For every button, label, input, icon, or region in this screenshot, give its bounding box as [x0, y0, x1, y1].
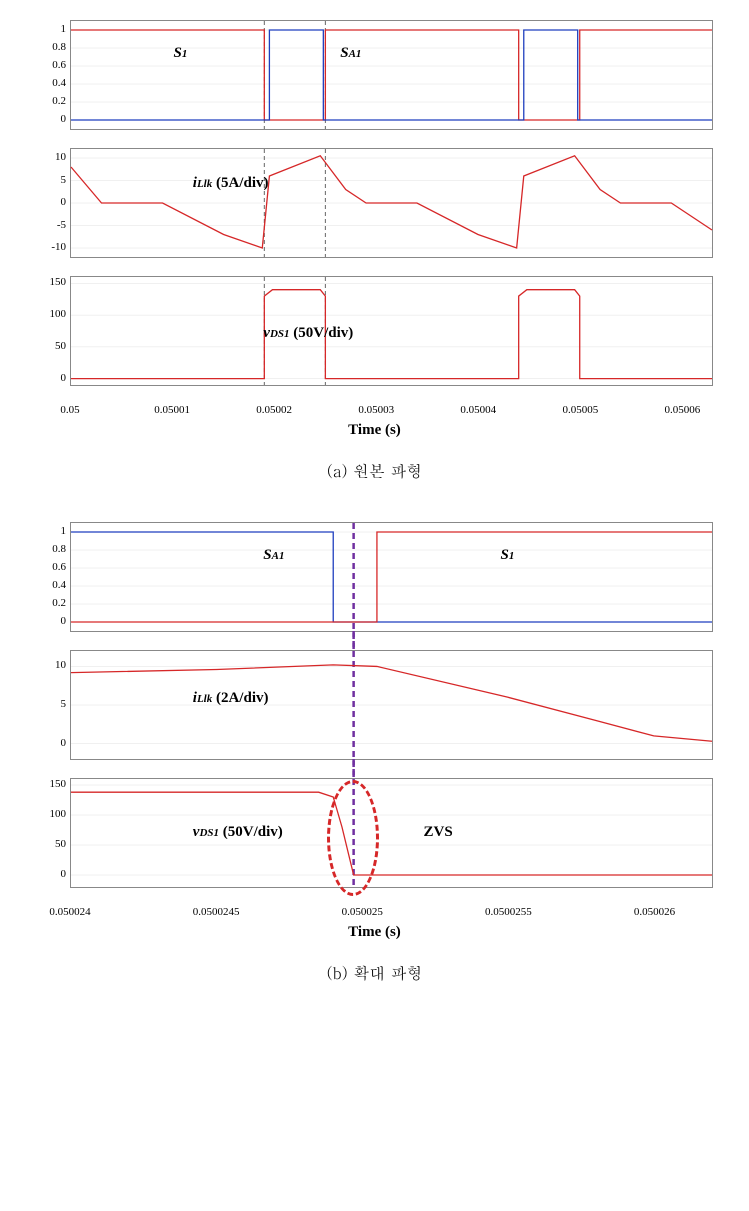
- ytick-label: 0.4: [52, 77, 66, 89]
- ytick-label: 1: [61, 525, 67, 537]
- series-S1: [71, 30, 712, 120]
- ytick-label: 150: [50, 778, 67, 790]
- figure-b: 00.20.40.60.81 SA1S1 0510 iLlk (2A/div) …: [30, 522, 719, 984]
- fa-p2-plot: iLlk (5A/div): [70, 148, 713, 258]
- series-vDS1: [71, 290, 712, 379]
- fb-p1-plot: SA1 S1: [70, 522, 713, 632]
- fa-xticks: 0.050.050010.050020.050030.050040.050050…: [70, 404, 713, 420]
- ytick-label: 10: [55, 151, 66, 163]
- chart-label: vDS1 (50V/div): [263, 325, 353, 342]
- fb-p1-svg: [71, 523, 712, 631]
- fa-p1-svg: [71, 21, 712, 129]
- ytick-label: 0.2: [52, 597, 66, 609]
- ytick-label: 0.2: [52, 95, 66, 107]
- ytick-label: 5: [61, 698, 67, 710]
- series-vDS1: [71, 792, 712, 875]
- chart-label: S1: [174, 45, 188, 62]
- xtick-label: 0.050024: [49, 906, 90, 918]
- ytick-label: 5: [61, 174, 67, 186]
- ytick-label: 0: [61, 615, 67, 627]
- fb-panel3: 0 50 100 150 vDS1 (50V/div) ZVS: [30, 778, 719, 888]
- ytick-label: 100: [50, 308, 67, 320]
- ytick-label: 0: [61, 113, 67, 125]
- xtick-label: 0.05003: [358, 404, 394, 416]
- ytick-label: 1: [61, 23, 67, 35]
- xtick-label: 0.05006: [665, 404, 701, 416]
- fb-p1-yticks: 0 0.2 0.4 0.6 0.8 1: [30, 522, 68, 630]
- fb-xlabel: Time (s): [30, 924, 719, 941]
- fb-p2-svg: [71, 651, 712, 759]
- fb-p3-yticks: 0 50 100 150: [30, 778, 68, 886]
- ytick-label: 0: [61, 737, 67, 749]
- fb-p3-svg: [71, 779, 712, 887]
- ytick-label: 0.8: [52, 41, 66, 53]
- fb-caption: (b) 확대 파형: [30, 961, 719, 984]
- ytick-label: 0.4: [52, 579, 66, 591]
- fa-p3-yticks: 0 50 100 150: [30, 276, 68, 384]
- fa-p1-yticks: 0 0.2 0.4 0.6 0.8 1: [30, 20, 68, 128]
- fa-p1-plot: S1 SA1: [70, 20, 713, 130]
- fa-p2-yticks: -10 -5 0 5 10: [30, 148, 68, 256]
- figure-a-stack: 0 0.2 0.4 0.6 0.8 1 S1 SA1 -10 -5 0 5 10 iLlk (5A/…: [30, 20, 719, 439]
- fa-caption: (a) 원본 파형: [30, 459, 719, 482]
- fb-p2-plot: iLlk (2A/div): [70, 650, 713, 760]
- fa-xlabel: Time (s): [30, 422, 719, 439]
- xtick-label: 0.0500255: [485, 906, 532, 918]
- ytick-label: 50: [55, 838, 66, 850]
- ytick-label: 0: [61, 196, 67, 208]
- ytick-label: 0: [61, 868, 67, 880]
- chart-label: SA1: [263, 547, 284, 564]
- series-iLlk: [71, 156, 712, 248]
- ytick-label: 0: [61, 372, 67, 384]
- chart-label: iLlk (2A/div): [193, 690, 269, 707]
- chart-label: iLlk (5A/div): [193, 175, 269, 192]
- ytick-label: 0.6: [52, 561, 66, 573]
- ytick-label: 0.6: [52, 59, 66, 71]
- fa-panel1: 0 0.2 0.4 0.6 0.8 1 S1 SA1: [30, 20, 719, 130]
- fa-p3-svg: [71, 277, 712, 385]
- fb-p3-plot: vDS1 (50V/div) ZVS: [70, 778, 713, 888]
- series-SA1: [71, 30, 712, 120]
- chart-label: S1: [500, 547, 514, 564]
- series-iLlk: [71, 665, 712, 741]
- xtick-label: 0.05004: [460, 404, 496, 416]
- ytick-label: 100: [50, 808, 67, 820]
- ytick-label: 10: [55, 659, 66, 671]
- xtick-label: 0.050026: [634, 906, 675, 918]
- xtick-label: 0.0500245: [193, 906, 240, 918]
- ytick-label: 150: [50, 276, 67, 288]
- fa-p3-plot: vDS1 (50V/div): [70, 276, 713, 386]
- xtick-label: 0.050025: [342, 906, 383, 918]
- zvs-ellipse: [327, 780, 379, 896]
- chart-label: vDS1 (50V/div): [193, 824, 283, 841]
- fb-xticks: 0.0500240.05002450.0500250.05002550.0500…: [70, 906, 713, 922]
- ytick-label: -5: [57, 219, 66, 231]
- xtick-label: 0.05001: [154, 404, 190, 416]
- xtick-label: 0.05: [60, 404, 79, 416]
- fb-panel1: 0 0.2 0.4 0.6 0.8 1 SA1 S1: [30, 522, 719, 632]
- fb-panel2: 0 5 10 iLlk (2A/div): [30, 650, 719, 760]
- series-SA1: [71, 532, 712, 622]
- fb-p2-yticks: 0 5 10: [30, 650, 68, 758]
- series-S1: [71, 532, 712, 622]
- fa-panel2: -10 -5 0 5 10 iLlk (5A/div): [30, 148, 719, 258]
- figure-b-stack: 00.20.40.60.81 SA1S1 0510 iLlk (2A/div) …: [30, 522, 719, 941]
- zvs-label: ZVS: [424, 824, 453, 841]
- xtick-label: 0.05002: [256, 404, 292, 416]
- ytick-label: -10: [51, 241, 66, 253]
- fa-p2-svg: [71, 149, 712, 257]
- fa-panel3: 0 50 100 150 vDS1 (50V/div): [30, 276, 719, 386]
- figure-a: 0 0.2 0.4 0.6 0.8 1 S1 SA1 -10 -5 0 5 10 iLlk (5A/…: [30, 20, 719, 482]
- chart-label: SA1: [340, 45, 361, 62]
- ytick-label: 0.8: [52, 543, 66, 555]
- xtick-label: 0.05005: [562, 404, 598, 416]
- ytick-label: 50: [55, 340, 66, 352]
